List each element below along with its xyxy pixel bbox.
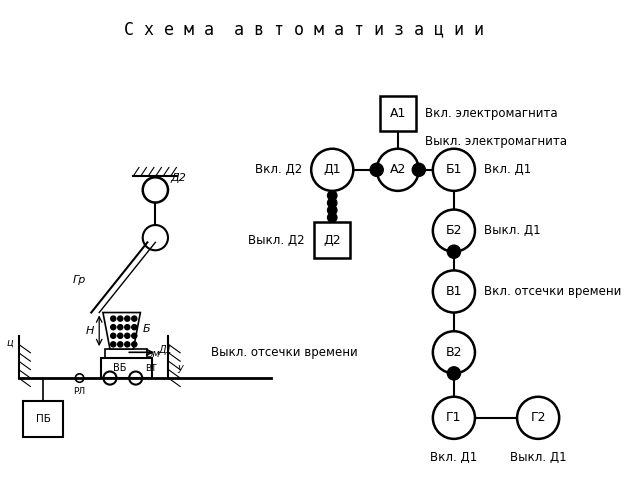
Circle shape — [118, 333, 123, 338]
Text: Выкл. отсечки времени: Выкл. отсечки времени — [211, 346, 357, 359]
Circle shape — [328, 191, 337, 200]
Text: РЛ: РЛ — [74, 387, 86, 396]
Circle shape — [370, 163, 383, 176]
Circle shape — [111, 333, 116, 338]
Text: Д2: Д2 — [323, 233, 341, 247]
Bar — [100, 359, 152, 378]
Text: Выкл. Д1: Выкл. Д1 — [484, 224, 541, 237]
Text: Гр: Гр — [73, 275, 86, 285]
Bar — [314, 222, 350, 258]
Circle shape — [125, 333, 130, 338]
Circle shape — [132, 342, 137, 347]
Circle shape — [111, 324, 116, 330]
Text: эм: эм — [148, 348, 161, 359]
Text: Вкл. электромагнита: Вкл. электромагнита — [425, 107, 557, 120]
Text: Д1: Д1 — [158, 345, 172, 355]
Text: ц: ц — [7, 338, 13, 348]
Text: Выкл. Д2: Выкл. Д2 — [248, 233, 305, 247]
Circle shape — [132, 316, 137, 321]
Text: у: у — [177, 363, 182, 373]
Text: А1: А1 — [390, 107, 406, 120]
Circle shape — [433, 149, 475, 191]
Text: Д2: Д2 — [171, 173, 187, 183]
Circle shape — [132, 333, 137, 338]
Text: А2: А2 — [390, 163, 406, 176]
Circle shape — [118, 324, 123, 330]
Circle shape — [433, 270, 475, 312]
Text: Вкл. Д1: Вкл. Д1 — [430, 451, 477, 464]
Bar — [380, 96, 415, 132]
Circle shape — [118, 342, 123, 347]
Circle shape — [125, 324, 130, 330]
Circle shape — [447, 367, 460, 380]
Text: ПБ: ПБ — [36, 414, 51, 424]
Text: Г2: Г2 — [531, 411, 546, 424]
Text: В1: В1 — [445, 285, 462, 298]
Text: ВТ: ВТ — [145, 364, 157, 372]
Text: В2: В2 — [445, 346, 462, 359]
Circle shape — [517, 397, 559, 439]
Circle shape — [125, 316, 130, 321]
Text: ВБ: ВБ — [113, 363, 126, 373]
Circle shape — [433, 331, 475, 373]
Text: Б1: Б1 — [445, 163, 462, 176]
Text: Д1: Д1 — [323, 163, 341, 176]
Text: Г1: Г1 — [446, 411, 461, 424]
Text: Вкл. Д2: Вкл. Д2 — [255, 163, 302, 176]
Circle shape — [377, 149, 419, 191]
Circle shape — [412, 163, 426, 176]
Text: Б2: Б2 — [445, 224, 462, 237]
Circle shape — [328, 198, 337, 207]
Polygon shape — [103, 312, 140, 349]
Text: Выкл. Д1: Выкл. Д1 — [510, 451, 566, 464]
Circle shape — [111, 316, 116, 321]
Bar — [106, 349, 147, 359]
Circle shape — [132, 324, 137, 330]
Text: Выкл. электромагнита: Выкл. электромагнита — [425, 135, 567, 148]
Circle shape — [328, 205, 337, 215]
Bar — [24, 401, 63, 436]
Circle shape — [433, 397, 475, 439]
Circle shape — [433, 210, 475, 252]
Circle shape — [111, 342, 116, 347]
Circle shape — [118, 316, 123, 321]
Text: С х е м а  а в т о м а т и з а ц и и: С х е м а а в т о м а т и з а ц и и — [124, 21, 484, 38]
Text: Вкл. отсечки времени: Вкл. отсечки времени — [484, 285, 621, 298]
Text: Н: Н — [85, 326, 93, 336]
Circle shape — [328, 213, 337, 222]
Circle shape — [311, 149, 353, 191]
Circle shape — [447, 245, 460, 258]
Text: Вкл. Д1: Вкл. Д1 — [484, 163, 532, 176]
Circle shape — [125, 342, 130, 347]
Text: Б: Б — [143, 324, 150, 334]
